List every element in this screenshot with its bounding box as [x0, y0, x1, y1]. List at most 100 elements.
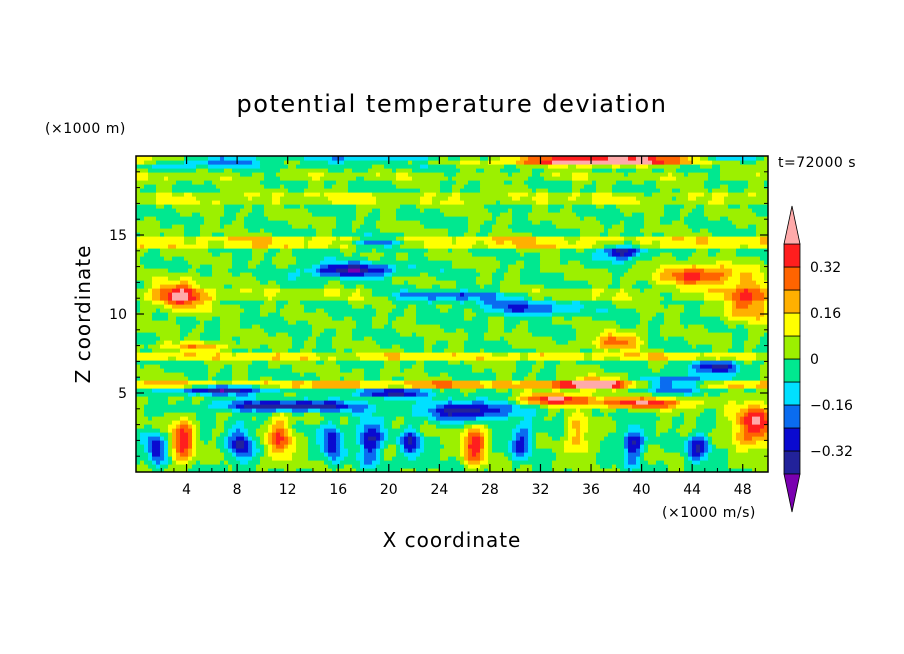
- field-cell: [220, 220, 233, 225]
- field-cell: [348, 448, 361, 453]
- field-cell: [740, 424, 745, 429]
- field-cell: [168, 312, 241, 317]
- field-cell: [548, 412, 557, 417]
- field-cell: [348, 260, 361, 265]
- field-cell: [652, 284, 677, 289]
- field-cell: [708, 328, 749, 333]
- field-cell: [384, 420, 393, 425]
- field-cell: [332, 420, 341, 425]
- field-cell: [312, 212, 357, 217]
- field-cell: [176, 356, 213, 361]
- field-cell: [596, 184, 613, 189]
- field-cell: [240, 172, 253, 177]
- field-cell: [472, 252, 521, 257]
- field-cell: [652, 384, 661, 389]
- field-cell: [148, 344, 161, 349]
- field-cell: [284, 444, 289, 449]
- field-cell: [664, 364, 689, 369]
- field-cell: [532, 172, 541, 177]
- field-cell: [624, 172, 629, 177]
- field-cell: [724, 272, 733, 277]
- field-cell: [232, 432, 245, 437]
- field-cell: [504, 272, 521, 277]
- field-cell: [268, 452, 293, 457]
- field-cell: [136, 308, 141, 313]
- field-cell: [704, 208, 753, 213]
- field-cell: [464, 344, 513, 349]
- field-cell: [624, 288, 641, 293]
- field-cell: [432, 388, 441, 393]
- field-cell: [444, 212, 493, 217]
- field-cell: [168, 292, 173, 297]
- field-cell: [556, 452, 597, 457]
- x-tick-label: 32: [532, 482, 550, 498]
- field-cell: [616, 180, 633, 185]
- field-cell: [420, 424, 437, 429]
- field-cell: [588, 176, 661, 181]
- field-cell: [496, 296, 525, 301]
- field-cell: [208, 376, 213, 381]
- field-cell: [352, 292, 361, 297]
- field-cell: [356, 212, 369, 217]
- field-cell: [748, 404, 761, 409]
- field-cell: [660, 324, 685, 329]
- field-cell: [256, 432, 265, 437]
- field-cell: [220, 200, 273, 205]
- field-cell: [136, 336, 161, 341]
- field-cell: [252, 436, 261, 441]
- field-cell: [340, 292, 353, 297]
- field-cell: [196, 304, 213, 309]
- field-cell: [500, 288, 533, 293]
- field-cell: [760, 380, 768, 385]
- field-cell: [336, 216, 357, 221]
- field-cell: [364, 220, 377, 225]
- field-cell: [292, 452, 309, 457]
- field-cell: [200, 332, 221, 337]
- field-cell: [620, 400, 637, 405]
- field-cell: [404, 348, 425, 353]
- field-cell: [532, 432, 537, 437]
- field-cell: [580, 348, 593, 353]
- field-cell: [612, 260, 625, 265]
- field-cell: [356, 204, 401, 209]
- field-cell: [356, 452, 365, 457]
- field-cell: [764, 408, 768, 413]
- field-cell: [160, 220, 205, 225]
- field-cell: [460, 292, 465, 297]
- field-cell: [544, 416, 553, 421]
- field-cell: [604, 396, 641, 401]
- field-cell: [256, 156, 305, 161]
- field-cell: [232, 168, 281, 173]
- field-cell: [288, 220, 337, 225]
- field-cell: [140, 436, 149, 441]
- field-cell: [264, 228, 317, 233]
- field-cell: [220, 216, 237, 221]
- field-cell: [328, 280, 341, 285]
- field-cell: [748, 412, 765, 417]
- field-cell: [660, 328, 709, 333]
- field-cell: [672, 424, 681, 429]
- field-cell: [256, 408, 277, 413]
- field-cell: [640, 252, 661, 257]
- field-cell: [340, 428, 357, 433]
- field-cell: [556, 244, 593, 249]
- field-cell: [676, 404, 697, 409]
- field-cell: [660, 240, 697, 245]
- field-cell: [660, 368, 689, 373]
- field-cell: [628, 248, 637, 253]
- field-cell: [576, 384, 613, 389]
- field-cell: [660, 416, 673, 421]
- field-cell: [392, 320, 417, 325]
- field-cell: [432, 412, 441, 417]
- field-cell: [708, 216, 721, 221]
- field-cell: [164, 204, 173, 209]
- field-cell: [644, 212, 665, 217]
- field-cell: [664, 316, 681, 321]
- field-cell: [416, 440, 421, 445]
- field-cell: [336, 224, 353, 229]
- field-cell: [424, 244, 473, 249]
- field-cell: [528, 356, 585, 361]
- field-cell: [464, 440, 469, 445]
- field-cell: [260, 280, 269, 285]
- field-cell: [136, 360, 205, 365]
